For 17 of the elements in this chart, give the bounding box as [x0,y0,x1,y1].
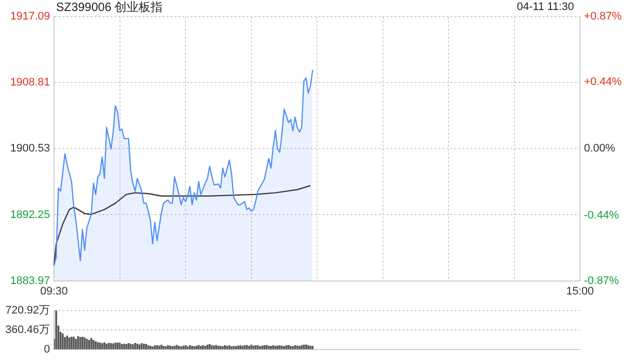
y2-tick-label: -0.87% [584,274,620,287]
y2-tick-label: +0.44% [584,76,622,88]
y-tick-label: 1917.09 [10,10,50,23]
chart-title: SZ399006 创业板指 [56,0,163,14]
y2-tick-label: -0.44% [584,210,620,222]
y-tick-label: 360.46万 [5,324,50,336]
y-tick-label: 1892.25 [10,208,50,221]
y-tick-label: 1883.97 [10,274,50,287]
y2-tick-label: 0.00% [584,142,616,155]
text: 04-11 11:30 [516,0,574,14]
y-tick-label: 0 [44,343,50,356]
y-tick-label: 1900.53 [10,142,50,155]
x-tick-label: 15:00 [566,285,594,298]
y-tick-label: 720.92万 [5,304,50,317]
y-tick-label: 1908.81 [10,76,50,89]
y2-tick-label: +0.87% [584,10,622,23]
x-tick-label: 09:30 [40,285,68,298]
